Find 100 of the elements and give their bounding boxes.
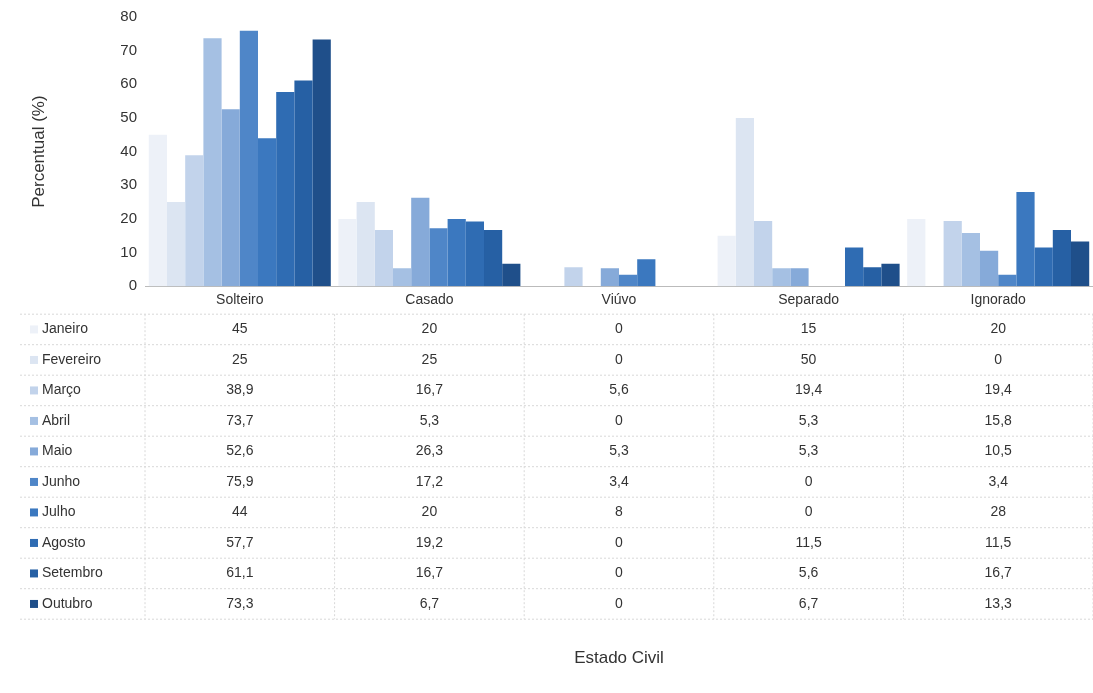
data-label: 38,9 bbox=[226, 381, 254, 398]
legend-label: Junho bbox=[42, 472, 81, 489]
data-label: 25 bbox=[232, 350, 248, 367]
data-label: 44 bbox=[232, 503, 248, 520]
data-label: 28 bbox=[990, 503, 1007, 520]
bar bbox=[863, 267, 882, 287]
y-tick-label: 70 bbox=[120, 40, 137, 58]
data-label: 13,3 bbox=[984, 594, 1013, 611]
bar bbox=[356, 202, 375, 287]
data-label: 3,4 bbox=[988, 472, 1009, 489]
bar bbox=[393, 268, 412, 287]
bar bbox=[374, 230, 393, 287]
data-label: 16,7 bbox=[984, 564, 1013, 581]
legend-label: Fevereiro bbox=[42, 350, 102, 367]
legend-label: Janeiro bbox=[42, 320, 89, 337]
data-label: 16,7 bbox=[415, 381, 444, 398]
data-label: 5,3 bbox=[798, 442, 819, 459]
bar bbox=[907, 218, 926, 287]
data-label: 11,5 bbox=[795, 533, 822, 550]
y-tick-label: 60 bbox=[120, 74, 137, 92]
data-label: 73,3 bbox=[226, 594, 254, 611]
y-tick-label: 40 bbox=[120, 141, 137, 159]
text: Estado Civil bbox=[574, 647, 664, 667]
data-label: 0 bbox=[804, 503, 813, 520]
y-tick-label: 20 bbox=[120, 209, 137, 227]
bar bbox=[943, 220, 962, 287]
bar bbox=[312, 39, 331, 287]
bar bbox=[600, 268, 619, 287]
bar bbox=[338, 218, 357, 287]
legend-label: Março bbox=[42, 381, 82, 398]
data-label: 6,7 bbox=[419, 594, 440, 611]
data-label: 0 bbox=[615, 350, 624, 367]
data-label: 5,3 bbox=[798, 411, 819, 428]
y-tick-label: 30 bbox=[120, 175, 137, 193]
bar bbox=[502, 263, 521, 287]
legend-label: Agosto bbox=[42, 533, 86, 550]
data-label: 75,9 bbox=[226, 472, 254, 489]
bar bbox=[754, 220, 773, 287]
data-label: 15 bbox=[800, 320, 817, 337]
x-tick-label: Casado bbox=[405, 291, 454, 308]
data-label: 73,7 bbox=[226, 411, 254, 428]
bar bbox=[998, 274, 1017, 287]
bar bbox=[429, 228, 448, 287]
y-tick-label: 10 bbox=[120, 242, 137, 260]
bar bbox=[619, 274, 638, 287]
y-tick-label: 80 bbox=[120, 7, 137, 25]
x-tick-label: Separado bbox=[778, 291, 840, 308]
data-label: 61,1 bbox=[226, 564, 254, 581]
bar bbox=[185, 155, 204, 287]
legend-label: Julho bbox=[42, 503, 76, 520]
legend-label: Maio bbox=[42, 442, 73, 459]
data-label: 45 bbox=[232, 320, 248, 337]
data-label: 8 bbox=[615, 503, 624, 520]
bar bbox=[881, 263, 900, 287]
data-label: 0 bbox=[804, 472, 813, 489]
bar bbox=[980, 250, 999, 287]
bar bbox=[221, 109, 240, 287]
data-label: 6,7 bbox=[798, 594, 819, 611]
data-label: 5,6 bbox=[609, 381, 629, 398]
data-label: 19,4 bbox=[794, 381, 823, 398]
data-label: 20 bbox=[421, 503, 438, 520]
y-tick-label: 0 bbox=[128, 276, 137, 294]
legend-label: Setembro bbox=[42, 564, 103, 581]
bar bbox=[735, 117, 754, 287]
data-label: 15,8 bbox=[984, 411, 1013, 428]
data-label: 0 bbox=[615, 411, 624, 428]
data-label: 0 bbox=[994, 350, 1003, 367]
bar bbox=[239, 30, 258, 287]
data-label: 52,6 bbox=[226, 442, 254, 459]
bar bbox=[564, 267, 583, 287]
data-label: 19,4 bbox=[984, 381, 1013, 398]
bar bbox=[772, 268, 791, 287]
data-label: 3,4 bbox=[609, 472, 629, 489]
data-label: 20 bbox=[421, 320, 438, 337]
bar bbox=[1071, 241, 1090, 287]
bar bbox=[411, 197, 430, 287]
bar bbox=[1052, 230, 1072, 287]
legend-label: Outubro bbox=[42, 594, 93, 611]
x-tick-label: Solteiro bbox=[216, 291, 264, 308]
data-label: 5,6 bbox=[798, 564, 819, 581]
data-label: 0 bbox=[615, 594, 624, 611]
data-label: 19,2 bbox=[415, 533, 444, 550]
y-tick-label: 50 bbox=[120, 108, 137, 126]
data-label: 0 bbox=[615, 533, 624, 550]
bar bbox=[717, 235, 736, 287]
data-label: 10,5 bbox=[984, 442, 1013, 459]
bar bbox=[166, 202, 186, 287]
data-label: 16,7 bbox=[415, 564, 444, 581]
data-label: 11,5 bbox=[985, 533, 1012, 550]
y-axis-title: Percentual (%) bbox=[28, 95, 48, 208]
x-tick-label: Viúvo bbox=[601, 291, 637, 308]
data-label: 0 bbox=[615, 320, 624, 337]
data-label: 26,3 bbox=[415, 442, 444, 459]
x-tick-label: Ignorado bbox=[970, 291, 1027, 308]
bar bbox=[484, 230, 503, 287]
data-label: 57,7 bbox=[226, 533, 254, 550]
data-label: 5,3 bbox=[609, 442, 629, 459]
bar bbox=[961, 233, 980, 287]
bar bbox=[845, 247, 864, 287]
data-label: 25 bbox=[421, 350, 438, 367]
